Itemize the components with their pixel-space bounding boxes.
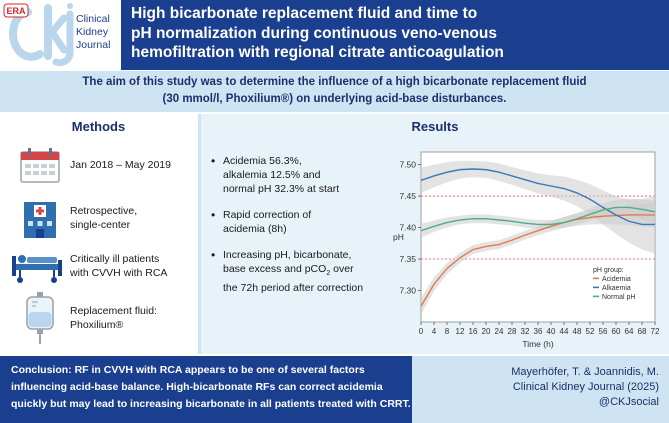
x-tick-label: 8 <box>445 327 450 336</box>
y-tick-label: 7.45 <box>399 191 416 201</box>
x-tick-label: 28 <box>508 327 517 336</box>
bullet-line: the 72h period after correction <box>223 282 364 295</box>
legend-entry: Normal pH <box>602 294 635 301</box>
design-line: single-center <box>70 219 131 231</box>
page-title: High bicarbonate replacement fluid and t… <box>131 4 669 63</box>
result-bullet: Increasing pH, bicarbonate, base excess … <box>209 248 384 295</box>
series-line <box>420 168 655 226</box>
title-line: High bicarbonate replacement fluid and t… <box>131 5 478 22</box>
study-design: Retrospective, single-center <box>70 204 137 232</box>
result-bullet: Acidemia 56.3%, alkalemia 12.5% and norm… <box>209 154 384 196</box>
title-line: hemofiltration with regional citrate ant… <box>131 44 504 61</box>
legend-entry: Acidemia <box>602 276 631 283</box>
x-tick-label: 56 <box>599 327 608 336</box>
conclusion-box: Conclusion: RF in CVVH with RCA appears … <box>0 356 412 423</box>
title-banner: High bicarbonate replacement fluid and t… <box>121 0 669 70</box>
legend-box <box>589 262 651 305</box>
hospital-icon <box>24 202 56 238</box>
x-tick-label: 32 <box>521 327 530 336</box>
population-line: Critically ill patients <box>70 253 160 265</box>
bullet-line: acidemia (8h) <box>223 223 287 235</box>
citation-authors: Mayerhöfer, T. & Joannidis, M. <box>511 366 659 378</box>
x-tick-label: 52 <box>586 327 595 336</box>
bullet-line: Rapid correction of <box>223 209 312 221</box>
x-tick-label: 0 <box>419 327 424 336</box>
bullet-line: base excess and pCO2 over <box>223 262 384 281</box>
fluid-line: Replacement fluid: <box>70 305 157 317</box>
bullet-fragment: base excess and pCO <box>223 263 327 275</box>
ph-chart: 7.30 7.35 7.40 7.45 7.50 0 4 8 12 16 20 24 28 32 36 40 4… <box>387 146 665 350</box>
fluid-line: Phoxilium® <box>70 319 124 331</box>
x-tick-label: 20 <box>482 327 491 336</box>
results-panel: Results Acidemia 56.3%, alkalemia 12.5% … <box>201 114 669 354</box>
study-period: Jan 2018 – May 2019 <box>70 159 171 171</box>
results-heading: Results <box>411 119 459 134</box>
y-tick-label: 7.40 <box>399 223 416 233</box>
y-tick-label: 7.35 <box>399 254 416 264</box>
journal-name-line2: Kidney <box>76 26 109 38</box>
x-tick-label: 68 <box>638 327 647 336</box>
patient-bed-icon <box>12 255 62 283</box>
bullet-line: Increasing pH, bicarbonate, <box>223 249 352 261</box>
methods-panel: Methods Jan 2018 – May 2019 Retrospe <box>0 114 197 354</box>
journal-name-line1: Clinical <box>76 13 110 25</box>
conclusion-line: quickly but may lead to increasing bicar… <box>11 398 411 410</box>
study-population: Critically ill patients with CVVH with R… <box>70 252 167 280</box>
conclusion-line: influencing acid-base balance. High-bica… <box>11 381 383 393</box>
legend-entry: Alkaemia <box>602 285 631 292</box>
x-tick-label: 4 <box>432 327 437 336</box>
social-handle[interactable]: @CKJsocial <box>598 396 659 408</box>
conclusion-text: Conclusion: RF in CVVH with RCA appears … <box>11 362 412 413</box>
x-tick-label: 40 <box>547 327 556 336</box>
methods-heading: Methods <box>71 119 126 134</box>
ph-chart-svg: 7.307.357.407.457.500 4 8 12 16 20 24 28 32 36 40 4… <box>393 151 660 349</box>
confidence-band <box>421 198 655 238</box>
ckj-logo-graphic: ERA Clinical Kidney Journal <box>0 0 120 70</box>
bullet-line: normal pH 32.3% at start <box>223 183 340 195</box>
design-line: Retrospective, <box>70 205 138 217</box>
bullet-fragment: over <box>333 263 354 275</box>
legend-title: pH group: <box>593 267 624 274</box>
header: ERA Clinical Kidney Journal High bicarbo… <box>0 0 669 70</box>
aim-statement: The aim of this study was to determine t… <box>0 74 669 108</box>
replacement-fluid: Replacement fluid: Phoxilium® <box>70 304 157 332</box>
x-axis-label: Time (h) <box>522 339 553 349</box>
x-tick-label: 60 <box>612 327 621 336</box>
ckj-logo: ERA Clinical Kidney Journal <box>0 0 120 70</box>
aim-line: (30 mmol/l, Phoxilium®) on underlying ac… <box>162 93 507 105</box>
aim-strip: The aim of this study was to determine t… <box>0 71 669 112</box>
series-line <box>420 206 656 232</box>
y-axis-label: pH <box>393 232 404 242</box>
calendar-icon <box>20 148 60 183</box>
panel-divider <box>198 114 201 354</box>
subscript-2: 2 <box>326 270 331 278</box>
x-tick-label: 64 <box>625 327 634 336</box>
citation-journal: Clinical Kidney Journal (2025) <box>512 381 659 393</box>
y-tick-label: 7.30 <box>399 286 416 296</box>
population-line: with CVVH with RCA <box>70 267 168 279</box>
x-tick-label: 72 <box>651 327 660 336</box>
bullet-line: Acidemia 56.3%, <box>223 155 302 167</box>
title-line: pH normalization during continuous veno-… <box>131 24 497 42</box>
era-badge: ERA <box>6 6 26 16</box>
bullet-line: alkalemia 12.5% and <box>223 169 321 181</box>
x-tick-label: 48 <box>573 327 582 336</box>
x-tick-label: 36 <box>534 327 543 336</box>
citation-box: Mayerhöfer, T. & Joannidis, M. Clinical … <box>412 356 669 423</box>
x-tick-label: 24 <box>495 327 504 336</box>
journal-name-line3: Journal <box>76 39 110 51</box>
iv-bag-icon <box>26 292 54 344</box>
aim-line: The aim of this study was to determine t… <box>82 76 587 88</box>
x-tick-label: 16 <box>469 327 478 336</box>
results-bullets: Acidemia 56.3%, alkalemia 12.5% and norm… <box>209 154 384 307</box>
x-tick-label: 44 <box>560 327 569 336</box>
x-tick-label: 12 <box>456 327 465 336</box>
result-bullet: Rapid correction of acidemia (8h) <box>209 208 384 236</box>
y-tick-label: 7.50 <box>399 160 416 170</box>
conclusion-line: Conclusion: RF in CVVH with RCA appears … <box>11 364 365 376</box>
